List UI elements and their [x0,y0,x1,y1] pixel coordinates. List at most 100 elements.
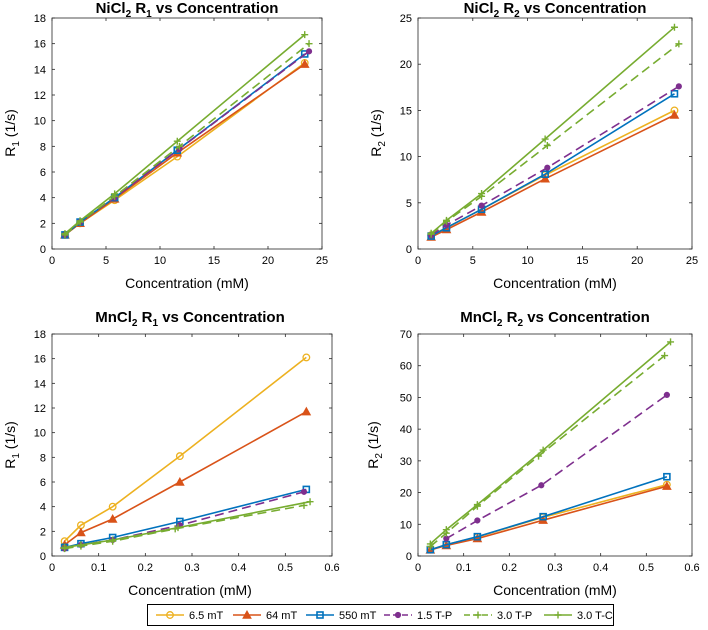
data-point [675,40,683,48]
chart-title: MnCl2 R2 vs Concentration [460,309,649,329]
data-point [670,89,679,98]
y-tick-label: 15 [400,105,412,117]
legend-label: 64 mT [266,610,297,622]
x-tick-label: 0.5 [639,562,654,574]
y-tick-label: 12 [34,90,46,102]
series-s15 [428,83,682,239]
data-point [305,40,313,48]
legend-item: 6.5 mT [156,610,224,622]
x-axis-label: Concentration (mM) [128,582,252,598]
y-tick-label: 40 [400,424,412,436]
y-tick-label: 10 [400,519,412,531]
data-point [427,229,435,237]
series-s15 [443,391,670,542]
y-axis-label: R2 (1/s) [365,421,385,469]
y-tick-label: 0 [406,551,412,563]
x-axis-label: Concentration (mM) [493,582,617,598]
chart-title: NiCl2 R2 vs Concentration [464,0,647,20]
legend-item: 1.5 T-P [384,610,452,622]
data-point [300,488,308,495]
data-point [670,23,678,31]
legend-marker [394,611,402,619]
data-point [301,31,309,39]
data-point [109,536,117,544]
x-tick-label: 0.3 [184,562,199,574]
legend-label: 1.5 T-P [417,610,452,622]
y-axis-label: R1 (1/s) [2,421,22,469]
x-tick-label: 20 [631,255,643,267]
data-point [77,541,85,549]
y-tick-label: 6 [40,477,46,489]
series-line [64,356,307,542]
x-tick-label: 0.2 [502,562,517,574]
data-point [541,135,549,143]
x-tick-label: 25 [686,255,698,267]
data-point [538,482,545,489]
legend: 6.5 mT 64 mT 550 mT 1.5 T-P 3.0 T-P 3.0 T-C [147,604,614,626]
series-s30c [61,498,314,551]
legend-item: 64 mT [233,609,297,622]
data-point [76,217,84,225]
data-point [173,137,181,145]
x-tick-label: 0.6 [324,562,339,574]
data-point [540,173,550,183]
data-point [61,230,69,238]
x-tick-label: 0.6 [684,562,699,574]
legend-marker [474,611,482,619]
y-tick-label: 30 [400,456,412,468]
y-tick-label: 5 [406,198,412,210]
chart-panel-2: 0 5 10 15 20 25 0 5 10 15 20 25 NiCl2 R2 vs Concentr… [368,0,698,291]
x-tick-label: 0 [415,255,421,267]
y-tick-label: 18 [34,13,46,25]
y-tick-label: 2 [40,526,46,538]
data-point [539,512,547,521]
data-point [175,142,183,150]
plot-area [417,17,693,250]
data-point [175,452,184,461]
x-tick-label: 0.1 [456,562,471,574]
series-s30c [427,23,678,237]
legend-marker [242,609,252,619]
x-tick-label: 20 [262,255,274,267]
y-tick-label: 2 [40,218,46,230]
legend-item: 550 mT [306,610,377,622]
data-point [61,543,69,551]
legend-entries: 6.5 mT 64 mT 550 mT 1.5 T-P 3.0 T-P 3.0 T-C [156,609,613,622]
data-point [443,535,450,542]
data-point [302,353,311,362]
data-point [667,338,675,346]
legend-label: 3.0 T-P [497,610,532,622]
x-tick-label: 15 [576,255,588,267]
y-tick-label: 8 [40,452,46,464]
legend-marker [554,611,562,619]
legend-marker [316,611,324,619]
y-tick-label: 10 [34,116,46,128]
legend-label: 550 mT [339,610,377,622]
data-point [478,202,485,209]
y-tick-label: 14 [34,64,46,76]
x-tick-label: 0.5 [278,562,293,574]
x-tick-label: 0 [49,255,55,267]
y-tick-label: 70 [400,329,412,341]
x-tick-label: 0 [49,562,55,574]
y-axis-label: R1 (1/s) [2,109,22,157]
data-point [305,48,313,55]
x-tick-label: 0.4 [231,562,246,574]
data-point [669,109,680,119]
data-point [539,446,547,454]
data-point [442,216,450,224]
y-tick-label: 10 [400,152,412,164]
x-tick-label: 0.2 [138,562,153,574]
x-tick-label: 0.1 [91,562,106,574]
y-tick-label: 4 [40,502,46,514]
data-point [474,517,481,524]
y-tick-label: 0 [40,551,46,563]
y-tick-label: 16 [34,39,46,51]
x-tick-label: 0.3 [547,562,562,574]
legend-item: 3.0 T-C [544,610,613,622]
data-point [478,190,486,198]
data-point [663,391,670,398]
data-point [541,170,549,178]
x-tick-label: 15 [208,255,220,267]
